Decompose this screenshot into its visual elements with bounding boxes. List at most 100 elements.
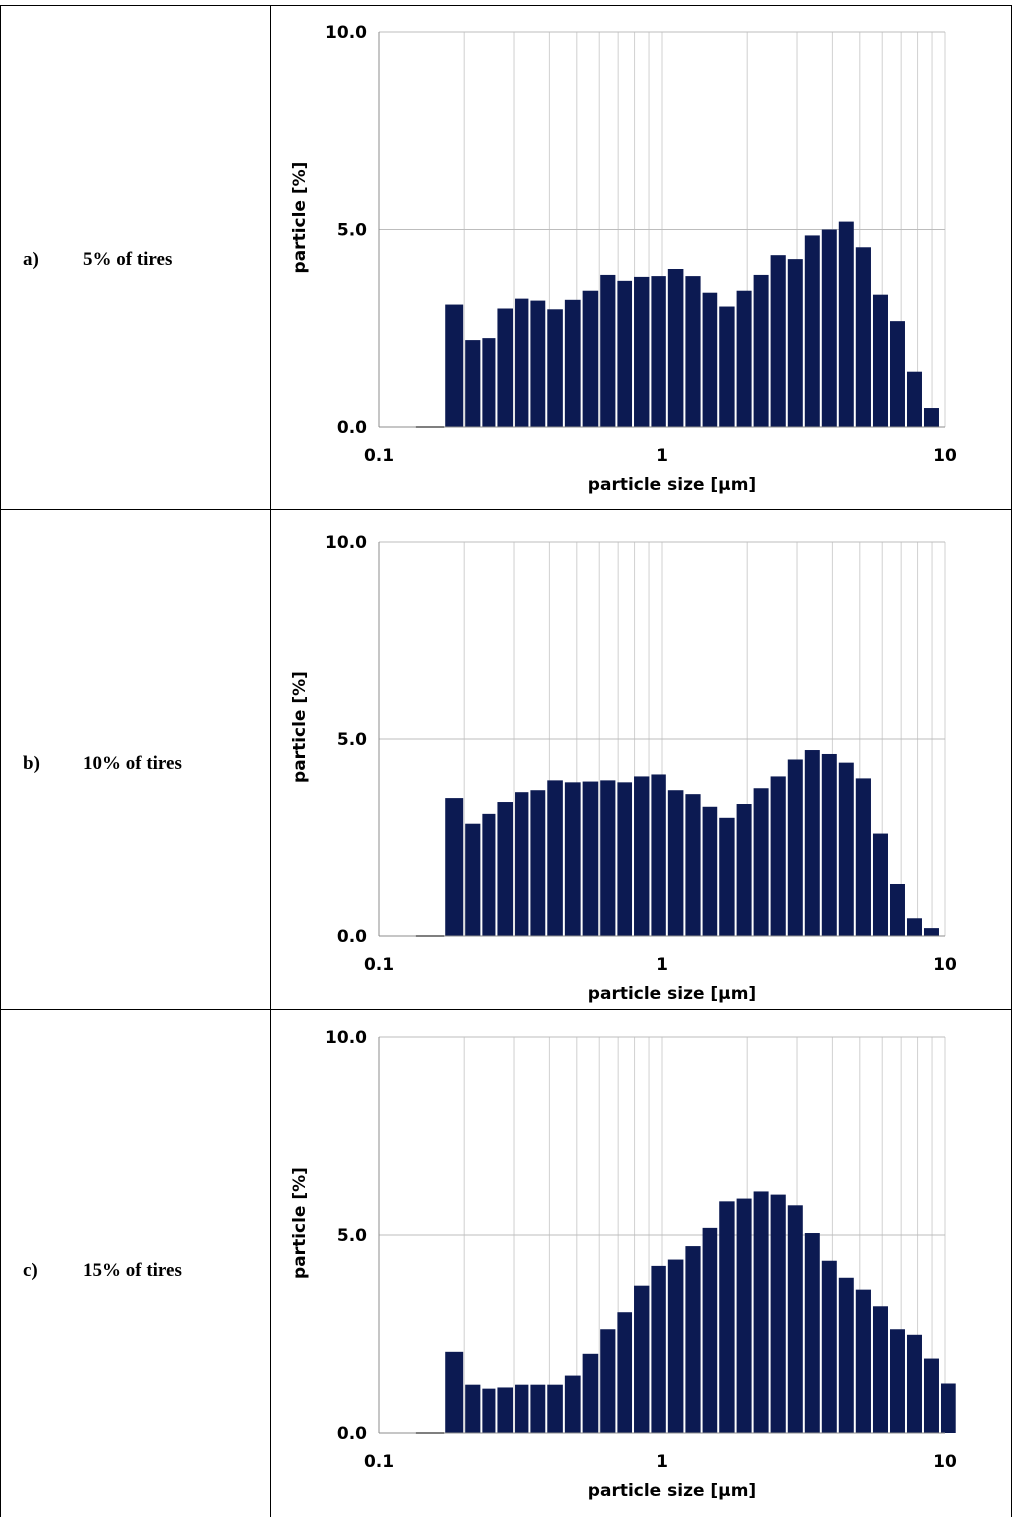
histogram-bar: [482, 338, 496, 427]
histogram-bar: [838, 1277, 854, 1433]
histogram-bar: [787, 259, 803, 427]
histogram-bar: [753, 274, 769, 427]
x-tick-label: 0.1: [364, 955, 394, 975]
histogram-bar: [821, 229, 837, 427]
histogram-bar: [564, 1375, 581, 1433]
y-tick-label: 10.0: [325, 533, 367, 553]
histogram-bar: [855, 247, 871, 427]
histogram-bar: [547, 1384, 563, 1433]
x-tick-label: 1: [656, 955, 668, 975]
histogram-bar: [889, 321, 905, 427]
histogram-bar: [702, 1227, 718, 1433]
histogram-bar: [855, 1289, 871, 1433]
histogram-bar: [821, 1260, 837, 1433]
row-caption-text: 5% of tires: [83, 249, 173, 270]
y-axis-label: particle [%]: [290, 671, 310, 783]
row-caption-text: 15% of tires: [83, 1260, 182, 1281]
histogram-bar: [547, 780, 563, 936]
histogram-bar: [465, 1384, 481, 1433]
y-axis-label: particle [%]: [290, 1167, 310, 1279]
y-tick-label: 0.0: [337, 1424, 367, 1444]
histogram-bar: [445, 798, 464, 936]
row-caption-text: 10% of tires: [83, 753, 182, 774]
histogram-bar: [617, 1312, 633, 1433]
histogram-bar: [667, 790, 684, 936]
histogram-bar: [889, 883, 905, 936]
y-tick-label: 0.0: [337, 927, 367, 947]
histogram-bar: [547, 309, 563, 427]
y-tick-label: 10.0: [325, 23, 367, 43]
histogram-bar: [736, 804, 752, 936]
histogram-bar: [702, 806, 718, 936]
x-tick-label: 10: [933, 955, 957, 975]
x-tick-label: 10: [933, 446, 957, 466]
x-axis-label: particle size [µm]: [588, 984, 756, 1004]
histogram-bar: [515, 298, 529, 427]
y-axis-label: particle [%]: [290, 162, 310, 274]
histogram-bar: [719, 817, 735, 936]
histogram-bar: [821, 753, 837, 936]
histogram-bar: [482, 1388, 496, 1433]
y-tick-label: 10.0: [325, 1028, 367, 1048]
histogram-bar: [634, 776, 650, 936]
histogram-bar: [634, 276, 650, 427]
row-caption: b) 10% of tires: [23, 753, 182, 775]
histogram-bar: [770, 776, 786, 936]
histogram-bar: [617, 782, 633, 936]
histogram-bar: [600, 1329, 616, 1433]
x-axis-label: particle size [µm]: [588, 1481, 756, 1501]
chart-a: 0.0 5.0 10.0 0.1 1 10 particle size [µm] partic…: [290, 23, 957, 495]
x-tick-label: 0.1: [364, 446, 394, 466]
histogram-bar: [515, 792, 529, 936]
histogram-bar: [770, 1194, 786, 1433]
histogram-bar: [753, 1191, 769, 1433]
histogram-bar: [530, 1384, 546, 1433]
histogram-bar: [497, 802, 514, 936]
histogram-bar: [719, 1201, 735, 1433]
histogram-bar: [923, 408, 939, 427]
histogram-bar: [872, 1306, 888, 1433]
histogram-bar: [906, 371, 922, 427]
histogram-bar: [906, 918, 922, 936]
histogram-bar: [753, 788, 769, 936]
x-tick-label: 10: [933, 1452, 957, 1472]
histogram-bar: [582, 781, 599, 936]
histogram-bar: [515, 1384, 529, 1433]
histogram-bar: [651, 1265, 666, 1433]
histogram-bar: [445, 304, 464, 427]
histogram-bar: [617, 280, 633, 427]
x-tick-label: 0.1: [364, 1452, 394, 1472]
y-tick-label: 5.0: [337, 730, 367, 750]
row-caption: c) 15% of tires: [23, 1260, 182, 1282]
chart-c: 0.0 5.0 10.0 0.1 1 10 particle size [µm] partic…: [290, 1028, 957, 1501]
histogram-bar: [445, 1351, 464, 1433]
y-tick-label: 5.0: [337, 221, 367, 241]
figure-row-c: c) 15% of tires 0.0 5.0 10.0 0.1 1 10 particle …: [0, 1009, 1012, 1517]
histogram-bar: [804, 1233, 820, 1433]
histogram-bar: [702, 292, 718, 427]
row-caption: a) 5% of tires: [23, 249, 172, 271]
histogram-bar: [497, 308, 514, 427]
histogram-bar: [600, 274, 616, 427]
histogram-bar: [736, 290, 752, 427]
histogram-bar: [838, 762, 854, 936]
histogram-bar: [872, 833, 888, 936]
histogram-bar: [465, 340, 481, 427]
histogram-bar: [530, 300, 546, 427]
figure-row-a: a) 5% of tires 0.0 5.0 10.0 0.1 1 10 particle s…: [0, 5, 1012, 510]
histogram-bar: [770, 255, 786, 427]
histogram-bar: [906, 1334, 922, 1433]
cell-divider: [270, 6, 271, 509]
histogram-bar: [685, 276, 701, 427]
histogram-bar: [838, 221, 854, 427]
chart-b: 0.0 5.0 10.0 0.1 1 10 particle size [µm] partic…: [290, 533, 957, 1004]
row-letter: c): [23, 1260, 38, 1281]
histogram-bar: [530, 790, 546, 936]
x-tick-label: 1: [656, 1452, 668, 1472]
figure-row-b: b) 10% of tires 0.0 5.0 10.0 0.1 1 10 particle …: [0, 509, 1012, 1010]
histogram-bar: [787, 759, 803, 936]
histogram-bar: [667, 1259, 684, 1433]
histogram-bar: [600, 780, 616, 936]
row-letter: a): [23, 249, 39, 270]
histogram-bar: [685, 794, 701, 936]
